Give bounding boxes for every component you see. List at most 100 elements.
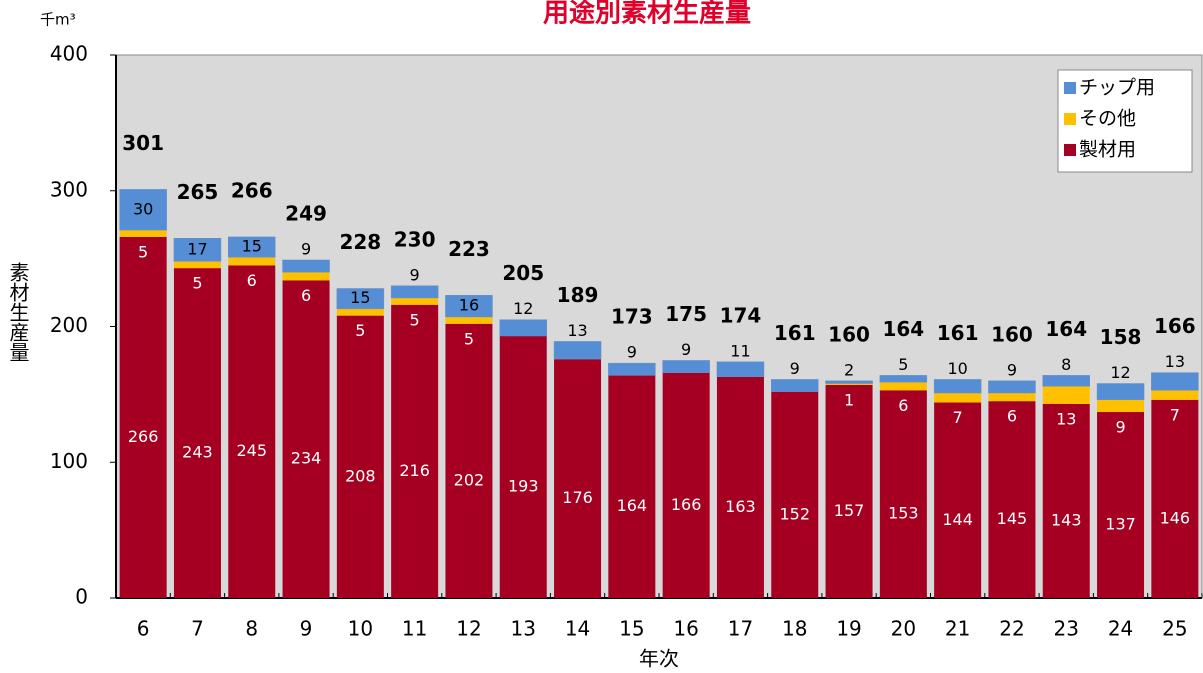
data-label: 234: [291, 449, 322, 468]
bar-segment: [390, 285, 439, 299]
legend-label: 製材用: [1079, 139, 1136, 161]
data-label: 5: [192, 274, 202, 293]
data-label: 12: [513, 299, 533, 318]
bar-segment: [336, 308, 384, 316]
data-label: 13: [1056, 409, 1076, 428]
data-label: 6: [247, 271, 257, 290]
bar-segment: [988, 393, 1036, 402]
data-label: 137: [1105, 515, 1136, 534]
total-label: 230: [394, 227, 436, 251]
data-label: 15: [242, 237, 262, 256]
bar-segment: [1096, 383, 1145, 401]
bar-segment: [1042, 375, 1090, 387]
x-tick-label: 16: [673, 617, 698, 641]
bar-segment: [445, 316, 493, 324]
bar-segment: [771, 379, 819, 392]
bar-segment: [1151, 372, 1199, 391]
data-label: 7: [1170, 405, 1180, 424]
bar-segment: [716, 376, 764, 598]
plot-area: [115, 54, 1203, 599]
data-label: 208: [345, 466, 376, 485]
legend-swatch: [1064, 113, 1076, 125]
data-label: 6: [1007, 407, 1017, 426]
bar-segment: [1151, 399, 1199, 598]
unit-label: 千m³: [40, 11, 76, 29]
data-label: 8: [1061, 355, 1071, 374]
data-label: 166: [671, 495, 702, 514]
bar-segment: [336, 315, 384, 598]
bar-segment: [1097, 399, 1145, 413]
bar-segment: [1042, 403, 1090, 598]
data-label: 17: [187, 239, 207, 258]
total-label: 205: [502, 261, 544, 285]
bar-segment: [228, 257, 276, 266]
bar-segment: [662, 372, 710, 598]
bar-segment: [771, 391, 819, 598]
bar-segment: [825, 384, 873, 598]
y-tick-label: 300: [50, 177, 88, 201]
x-tick-label: 9: [300, 617, 313, 641]
total-label: 160: [828, 322, 870, 346]
bar-segment: [336, 288, 385, 310]
data-label: 9: [790, 359, 800, 378]
x-tick-label: 10: [348, 617, 373, 641]
total-label: 166: [1154, 314, 1196, 338]
data-label: 153: [888, 504, 919, 523]
bar-segment: [173, 268, 221, 598]
data-label: 9: [410, 265, 420, 284]
x-tick-label: 6: [137, 617, 150, 641]
legend-box: [1057, 69, 1193, 173]
data-label: 9: [1007, 360, 1017, 379]
bar-segment: [825, 380, 873, 384]
data-label: 163: [725, 497, 756, 516]
y-tick-label: 100: [50, 449, 88, 473]
data-label: 152: [779, 504, 810, 523]
x-tick-label: 18: [782, 617, 807, 641]
data-label: 7: [953, 408, 963, 427]
total-label: 189: [557, 283, 599, 307]
data-label: 176: [562, 488, 593, 507]
total-label: 266: [231, 178, 273, 202]
bar-segment: [553, 341, 602, 360]
bar-segment: [445, 323, 493, 598]
bar-segment: [119, 230, 167, 237]
bar-segment: [173, 238, 222, 262]
bar-segment: [282, 272, 330, 281]
x-tick-label: 21: [945, 617, 970, 641]
data-label: 12: [1110, 363, 1130, 382]
total-label: 161: [937, 321, 979, 345]
legend: [1057, 69, 1193, 173]
data-label: 15: [350, 288, 370, 307]
bar-segment: [825, 383, 873, 385]
bar-segment: [608, 362, 656, 376]
legend-label: その他: [1079, 108, 1136, 130]
bar-segment: [934, 393, 982, 403]
data-label: 1: [844, 390, 854, 409]
bar-segment: [391, 297, 439, 305]
data-label: 9: [681, 340, 691, 359]
x-tick-label: 24: [1108, 617, 1133, 641]
data-label: 145: [997, 509, 1028, 528]
x-tick-label: 25: [1162, 617, 1187, 641]
bar-segment: [499, 336, 547, 598]
bar-segment: [1042, 386, 1090, 404]
total-label: 164: [1045, 317, 1087, 341]
x-tick-label: 22: [999, 617, 1024, 641]
data-label: 13: [567, 321, 587, 340]
total-label: 173: [611, 305, 653, 329]
total-label: 161: [774, 321, 816, 345]
data-label: 16: [459, 296, 479, 315]
total-label: 164: [882, 317, 924, 341]
y-tick-label: 0: [75, 585, 88, 609]
bar-segment: [934, 402, 982, 598]
y-axis-label: 素材生産量: [6, 262, 30, 362]
bar-segment: [1151, 390, 1199, 400]
y-tick-label: 400: [50, 42, 88, 66]
x-tick-label: 7: [191, 617, 204, 641]
x-tick-label: 11: [402, 617, 427, 641]
data-label: 5: [138, 242, 148, 261]
bar-segment: [879, 375, 928, 383]
data-label: 243: [182, 443, 213, 462]
bar-segment: [933, 379, 982, 394]
